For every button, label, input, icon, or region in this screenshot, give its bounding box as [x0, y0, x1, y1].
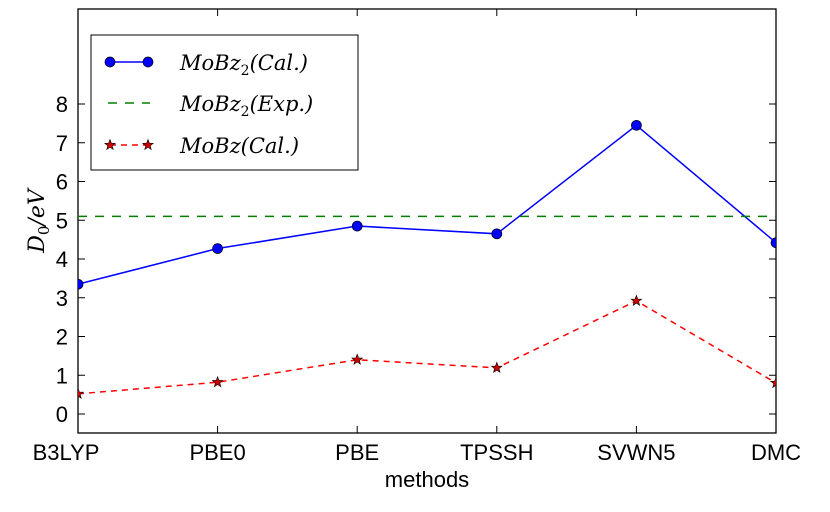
legend-entry-mobz-cal: MoBz(Cal.)	[103, 134, 299, 158]
data-point	[212, 243, 223, 254]
y-tick-label: 7	[56, 131, 68, 156]
data-point	[351, 220, 363, 232]
legend: MoBz2(Cal.) MoBz2(Exp.) MoBz(Cal.)	[90, 34, 359, 171]
x-tick-label: PBE	[335, 440, 379, 465]
data-point	[351, 353, 364, 365]
x-tick-label: B3LYP	[33, 440, 100, 465]
series-line	[78, 124, 776, 285]
y-tick-label: 3	[56, 286, 68, 311]
legend-frame	[90, 34, 359, 171]
svg-text:MoBz(Cal.): MoBz(Cal.)	[179, 134, 299, 158]
svg-text:MoBz2(Cal.): MoBz2(Cal.)	[179, 51, 308, 79]
x-axis-label: methods	[385, 467, 469, 492]
tick-layer: 0 1 2 3 4 5 6 7 8 B3LYP PBE0 PBE TPSSH SVWN5 DMC	[33, 9, 801, 465]
y-axis-label: D0/eV	[25, 187, 53, 254]
legend-entry-mobz2-cal: MoBz2(Cal.)	[104, 51, 308, 79]
y-tick-label: 0	[56, 402, 68, 427]
x-tick-label: PBE0	[189, 440, 245, 465]
data-point	[211, 375, 224, 388]
x-tick-label: DMC	[751, 440, 801, 465]
data-point	[769, 376, 776, 389]
series-layer	[78, 119, 776, 399]
data-point	[630, 294, 643, 306]
data-point	[78, 278, 84, 290]
y-tick-label: 1	[56, 363, 68, 388]
x-tick-label: SVWN5	[597, 440, 675, 465]
y-tick-label: 2	[56, 325, 68, 350]
x-tick-label: TPSSH	[460, 440, 533, 465]
y-tick-label: 5	[56, 208, 68, 233]
y-tick-label: 8	[56, 92, 68, 117]
series-0	[78, 119, 776, 290]
data-point	[491, 228, 503, 240]
data-point	[631, 119, 642, 131]
data-point	[78, 387, 85, 399]
data-point	[770, 237, 776, 249]
y-tick-label: 6	[56, 170, 68, 195]
series-2	[78, 294, 776, 399]
data-point	[490, 361, 503, 374]
y-tick-label: 4	[56, 247, 68, 272]
